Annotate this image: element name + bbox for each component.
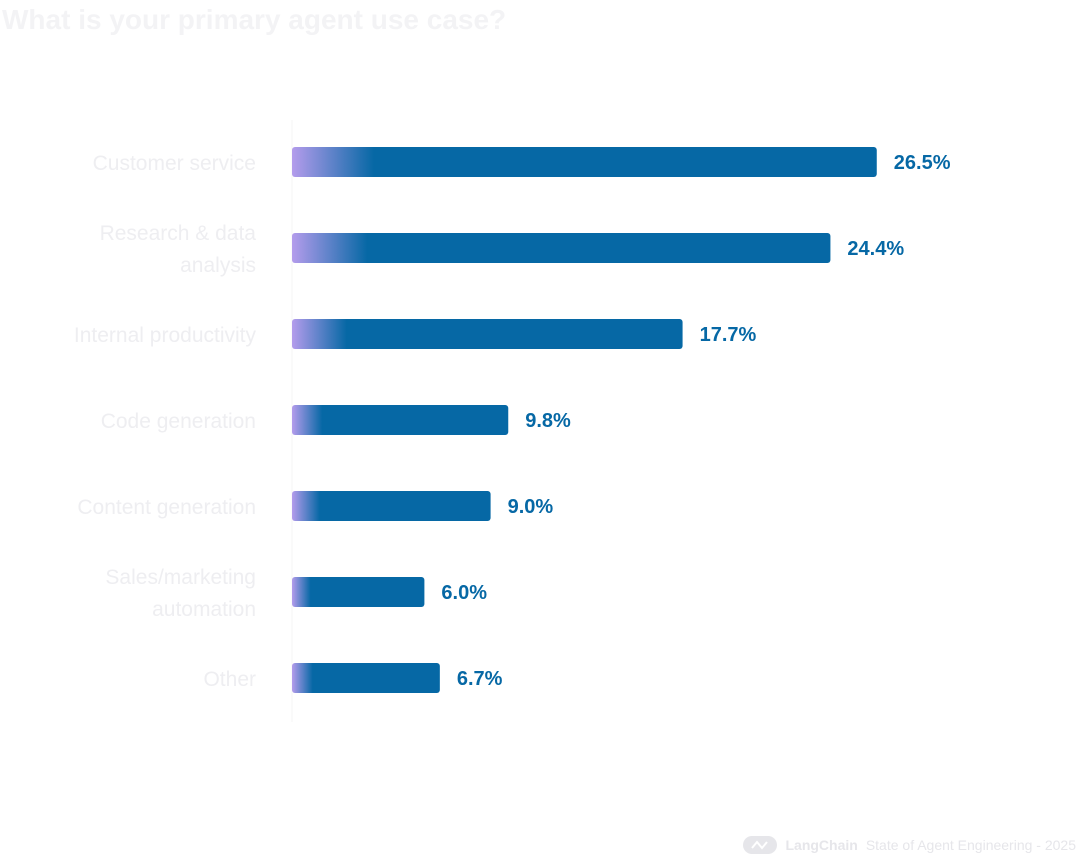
value-label-6: 6.7% — [457, 668, 503, 690]
value-label-0: 26.5% — [894, 152, 951, 174]
category-label-2: Internal productivity — [74, 324, 257, 347]
category-label-6: Other — [203, 668, 256, 691]
langchain-logo-icon — [743, 836, 778, 854]
bar-4 — [292, 491, 491, 521]
value-label-3: 9.8% — [525, 410, 571, 432]
bar-3 — [292, 405, 509, 435]
category-label-5: Sales/marketing automation — [105, 566, 256, 621]
category-label-1: Research & data analysis — [100, 222, 257, 277]
value-label-5: 6.0% — [441, 582, 487, 604]
bar-1 — [292, 233, 831, 263]
chart-title: What is your primary agent use case? — [2, 4, 507, 35]
bar-2 — [292, 319, 683, 349]
footer-text: State of Agent Engineering - 2025 — [865, 837, 1076, 853]
value-label-4: 9.0% — [508, 496, 554, 518]
bar-5 — [292, 577, 425, 607]
category-label-3: Code generation — [101, 410, 256, 433]
bar-chart: 26.5% Customer service 24.4% Research & dat… — [74, 120, 951, 722]
value-label-2: 17.7% — [700, 324, 757, 346]
bar-6 — [292, 663, 440, 693]
category-label-4: Content generation — [77, 496, 256, 519]
footer: LangChain State of Agent Engineering - 2… — [743, 836, 1076, 854]
category-label-0: Customer service — [93, 152, 256, 175]
value-label-1: 24.4% — [847, 238, 904, 260]
bar-0 — [292, 147, 877, 177]
footer-brand: LangChain — [785, 837, 858, 853]
